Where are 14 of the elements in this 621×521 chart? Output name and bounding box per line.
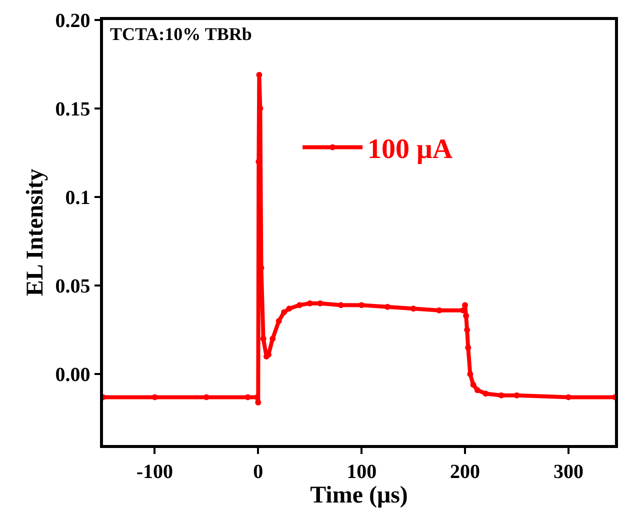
x-tick-label: 300 <box>553 460 584 483</box>
y-tick-label: 0.15 <box>55 98 90 121</box>
legend-label: 100 μA <box>368 134 454 166</box>
x-tick-label: -100 <box>136 460 174 483</box>
x-tick-label: 200 <box>450 460 480 483</box>
x-tick-label: 0 <box>253 460 264 483</box>
x-axis-title: Time (μs) <box>310 482 408 509</box>
y-tick-label: 0.05 <box>55 276 90 298</box>
annotation: TCTA:10% TBRb <box>110 24 252 44</box>
y-tick-label: 0.1 <box>65 187 90 210</box>
x-tick-label: 100 <box>346 460 377 483</box>
y-tick-label: 0.20 <box>55 10 90 32</box>
y-tick-label: 0.00 <box>55 364 90 386</box>
y-axis-title: EL Intensity <box>22 168 48 296</box>
